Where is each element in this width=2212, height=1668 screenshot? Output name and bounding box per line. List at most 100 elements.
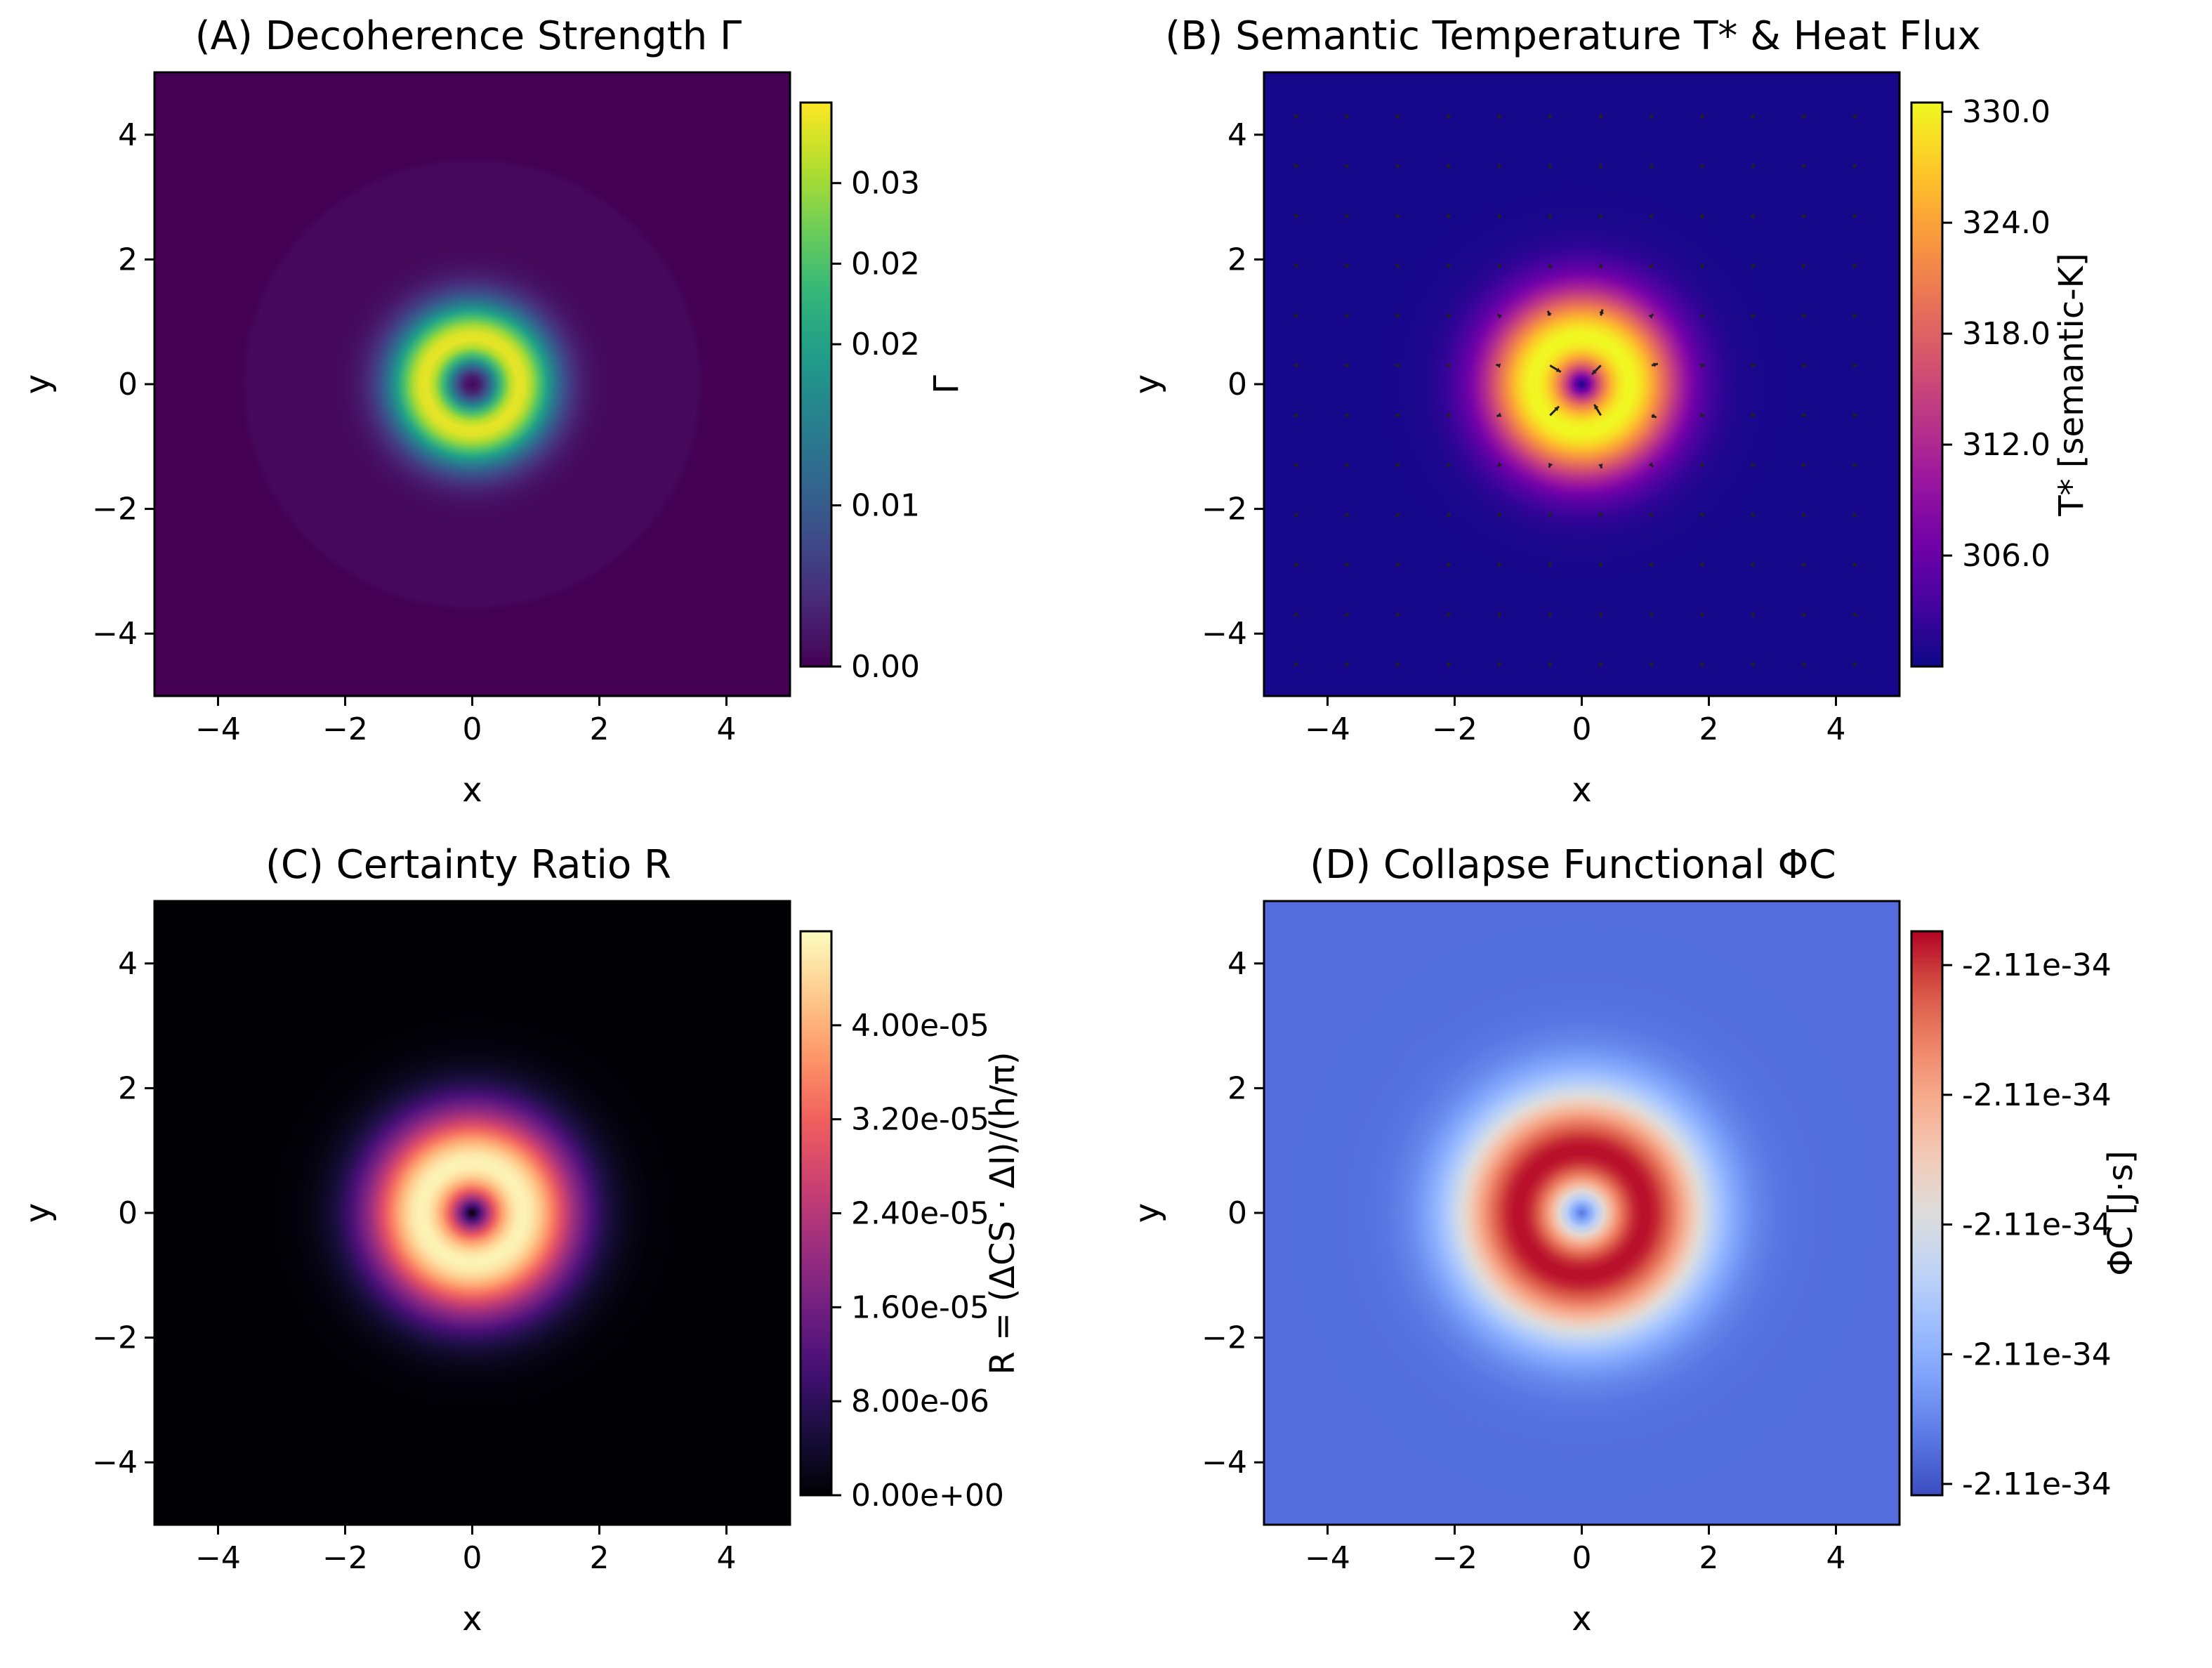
quiver-arrowhead (1699, 214, 1704, 219)
quiver-arrowhead (1293, 214, 1299, 219)
quiver-arrowhead (1852, 662, 1857, 666)
quiver-arrowhead (1800, 264, 1806, 269)
quiver-arrowhead (1852, 611, 1857, 617)
y-tick-label: −4 (1202, 616, 1247, 652)
colorbar-tick-label: -2.11e-34 (1962, 1077, 2112, 1113)
heat-flux-quiver (1293, 113, 1858, 667)
quiver-arrowhead (1750, 314, 1756, 319)
x-tick-label: 0 (1572, 1540, 1592, 1576)
quiver-arrowhead (1548, 114, 1553, 119)
quiver-arrowhead (1447, 662, 1451, 667)
quiver-arrowhead (1548, 462, 1553, 468)
colorbar-tick-label: 0.02 (851, 246, 920, 282)
heatmap-field (1264, 901, 1900, 1525)
quiver-arrowhead (1555, 367, 1561, 372)
quiver-arrowhead (1395, 412, 1400, 418)
colorbar-label: ΦC [J·s] (2101, 1150, 2140, 1275)
quiver-arrowhead (1648, 263, 1653, 269)
quiver-arrowhead (1852, 561, 1857, 567)
chart-title: (B) Semantic Temperature T* & Heat Flux (1165, 13, 1980, 59)
colorbar-tick-label: 318.0 (1962, 316, 2050, 352)
y-tick-label: 4 (1227, 117, 1247, 153)
quiver-arrowhead (1699, 363, 1705, 369)
quiver-arrowhead (1498, 562, 1503, 567)
quiver-arrowhead (1447, 114, 1451, 119)
quiver-arrowhead (1800, 511, 1806, 517)
quiver-arrowhead (1801, 314, 1807, 319)
quiver-arrowhead (1801, 363, 1807, 368)
y-tick-label: 0 (1227, 367, 1247, 402)
quiver-arrowhead (1699, 511, 1704, 517)
x-axis-label: x (1572, 1599, 1591, 1639)
quiver-arrowhead (1293, 512, 1299, 517)
colorbar-frame (799, 101, 833, 668)
x-tick-label: −4 (195, 1540, 241, 1576)
quiver-arrowhead (1447, 562, 1452, 567)
quiver-arrowhead (1344, 313, 1350, 319)
quiver-arrowhead (1648, 512, 1653, 518)
y-axis-label: y (1128, 374, 1167, 394)
quiver-arrowhead (1598, 263, 1603, 268)
colorbar-tick-label: 306.0 (1962, 538, 2050, 574)
x-tick-label: −4 (1305, 1540, 1350, 1576)
y-tick-label: 4 (118, 117, 138, 153)
quiver-arrowhead (1699, 264, 1704, 269)
quiver-arrowhead (1395, 363, 1400, 369)
quiver-arrowhead (1395, 511, 1401, 517)
quiver-arrowhead (1497, 314, 1503, 319)
y-tick-label: 4 (118, 946, 138, 982)
quiver-arrowhead (1446, 363, 1451, 369)
quiver-arrowhead (1497, 461, 1503, 467)
y-tick-label: 2 (118, 242, 138, 277)
quiver-arrowhead (1395, 214, 1401, 219)
quiver-arrowhead (1293, 412, 1298, 418)
quiver-arrowhead (1800, 611, 1806, 617)
chart-title: (D) Collapse Functional ΦC (1310, 842, 1836, 888)
quiver-arrowhead (1648, 562, 1654, 567)
colorbar-tick-label: 2.40e-05 (851, 1196, 989, 1232)
x-tick-label: −2 (322, 711, 368, 747)
quiver-arrowhead (1396, 612, 1401, 617)
panel-D: −4 −2 0 2 4 −4 −2 0 2 4 x y (D) Collapse Functional … (1128, 842, 2140, 1639)
x-tick-label: −2 (322, 1540, 368, 1576)
colorbar-label: T* [semantic-K] (2052, 253, 2091, 517)
quiver-arrowhead (1344, 264, 1350, 269)
quiver-arrowhead (1648, 214, 1653, 219)
x-tick-label: 4 (717, 1540, 737, 1576)
quiver-arrowhead (1699, 412, 1705, 417)
quiver-arrowhead (1447, 164, 1451, 169)
quiver-arrowhead (1801, 462, 1807, 467)
quiver-arrowhead (1293, 164, 1299, 169)
quiver-arrowhead (1648, 461, 1653, 467)
y-tick-label: −2 (92, 492, 138, 527)
quiver-arrowhead (1446, 412, 1451, 417)
quiver-arrowhead (1447, 612, 1451, 617)
quiver-arrowhead (1293, 561, 1299, 567)
quiver-arrowhead (1852, 363, 1857, 368)
quiver-arrowhead (1852, 462, 1857, 467)
quiver-arrowhead (1395, 314, 1401, 319)
quiver-arrowhead (1497, 612, 1503, 617)
x-tick-label: −2 (1432, 1540, 1477, 1576)
quiver-arrowhead (1344, 462, 1350, 467)
y-tick-label: −4 (92, 616, 138, 652)
colorbar-tick-label: 8.00e-06 (851, 1384, 989, 1419)
quiver-arrowhead (1852, 114, 1857, 119)
colorbar-tick-label: 0.00e+00 (851, 1478, 1004, 1513)
quiver-arrowhead (1498, 263, 1503, 269)
colorbar-tick-label: 312.0 (1962, 427, 2050, 463)
quiver-arrowhead (1344, 363, 1350, 368)
colorbar-frame (1910, 930, 1944, 1497)
x-tick-label: 4 (717, 711, 737, 747)
quiver-arrowhead (1651, 413, 1657, 418)
panel-B: −4 −2 0 2 4 −4 −2 0 2 4 x y (B) Semantic Temperature… (1128, 13, 2091, 810)
quiver-arrowhead (1591, 369, 1597, 375)
quiver-arrowhead (1800, 214, 1806, 219)
quiver-arrowhead (1852, 214, 1857, 219)
quiver-arrowhead (1750, 114, 1755, 119)
x-tick-label: 2 (590, 1540, 610, 1576)
colorbar-gradient (1911, 931, 1942, 1495)
quiver-arrowhead (1498, 214, 1503, 219)
quiver-arrowhead (1396, 164, 1401, 169)
x-tick-label: 2 (590, 711, 610, 747)
